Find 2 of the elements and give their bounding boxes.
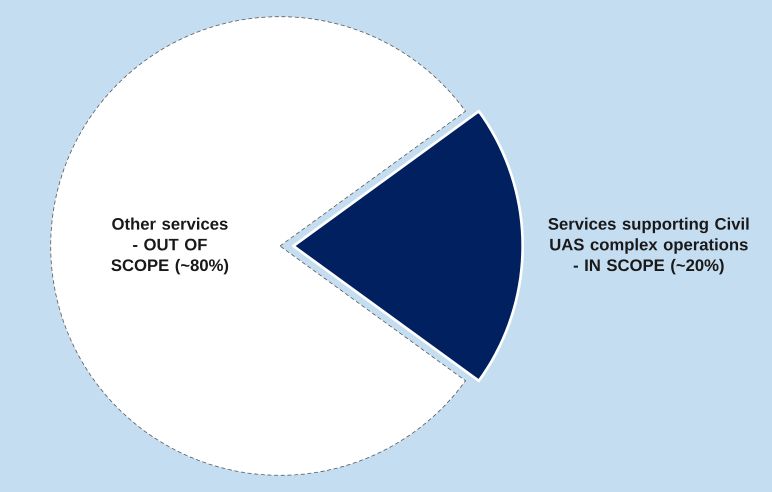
slice-label: Other services - OUT OF SCOPE (~80%) [111, 218, 228, 274]
slice-label: Services supporting Civil UAS complex operations - IN SCOPE (~20%) [548, 218, 749, 274]
